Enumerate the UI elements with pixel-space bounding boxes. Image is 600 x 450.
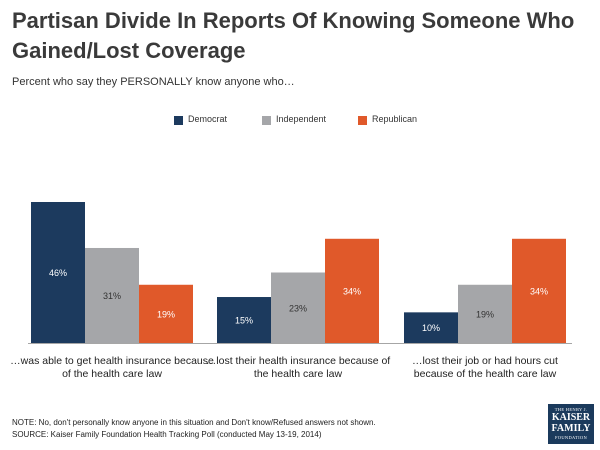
kff-logo: THE HENRY J. KAISER FAMILY FOUNDATION bbox=[548, 404, 594, 444]
legend-swatch-republican bbox=[358, 116, 367, 125]
legend-swatch-independent bbox=[262, 116, 271, 125]
bar-republican-3 bbox=[512, 238, 566, 343]
data-label-democrat-1: 46% bbox=[49, 268, 67, 278]
bar-independent-1 bbox=[85, 247, 139, 343]
bar-democrat-3 bbox=[404, 312, 458, 343]
category-label-3: …lost their job or had hours cut because … bbox=[412, 355, 558, 380]
legend-label-democrat: Democrat bbox=[188, 114, 228, 124]
data-label-democrat-2: 15% bbox=[235, 316, 253, 326]
bar-republican-1 bbox=[139, 284, 193, 343]
bar-republican-2 bbox=[325, 238, 379, 343]
logo-line-1: THE HENRY J. bbox=[554, 407, 588, 412]
legend-label-republican: Republican bbox=[372, 114, 418, 124]
category-label-1: …was able to get health insurance becaus… bbox=[10, 355, 214, 380]
data-label-independent-3: 19% bbox=[476, 309, 494, 319]
bar-chart: 46% 31% 19% 15% 23% 34% 10% 19% 34% …was able to … bbox=[10, 202, 572, 380]
data-label-republican-3: 34% bbox=[530, 286, 548, 296]
bar-democrat-1 bbox=[31, 202, 85, 343]
data-label-republican-1: 19% bbox=[157, 309, 175, 319]
category-label-2: …lost their health insurance because of t… bbox=[206, 355, 391, 380]
data-label-democrat-3: 10% bbox=[422, 323, 440, 333]
legend-swatch-democrat bbox=[174, 116, 183, 125]
chart-title: Partisan Divide In Reports Of Knowing So… bbox=[12, 8, 575, 63]
chart-subtitle: Percent who say they PERSONALLY know any… bbox=[12, 76, 295, 88]
data-label-independent-1: 31% bbox=[103, 291, 121, 301]
logo-line-4: FOUNDATION bbox=[555, 435, 587, 440]
logo-line-2: KAISER bbox=[551, 412, 591, 423]
legend-label-independent: Independent bbox=[276, 114, 327, 124]
bar-democrat-2 bbox=[217, 297, 271, 343]
logo-line-3: FAMILY bbox=[551, 423, 591, 434]
footer-source: SOURCE: Kaiser Family Foundation Health … bbox=[12, 430, 322, 439]
legend: Democrat Independent Republican bbox=[0, 114, 600, 128]
data-label-republican-2: 34% bbox=[343, 286, 361, 296]
footer: NOTE: No, don't personally know anyone i… bbox=[12, 417, 376, 441]
bar-independent-3 bbox=[458, 284, 512, 343]
footer-note: NOTE: No, don't personally know anyone i… bbox=[12, 418, 376, 427]
bar-independent-2 bbox=[271, 272, 325, 343]
data-label-independent-2: 23% bbox=[289, 303, 307, 313]
